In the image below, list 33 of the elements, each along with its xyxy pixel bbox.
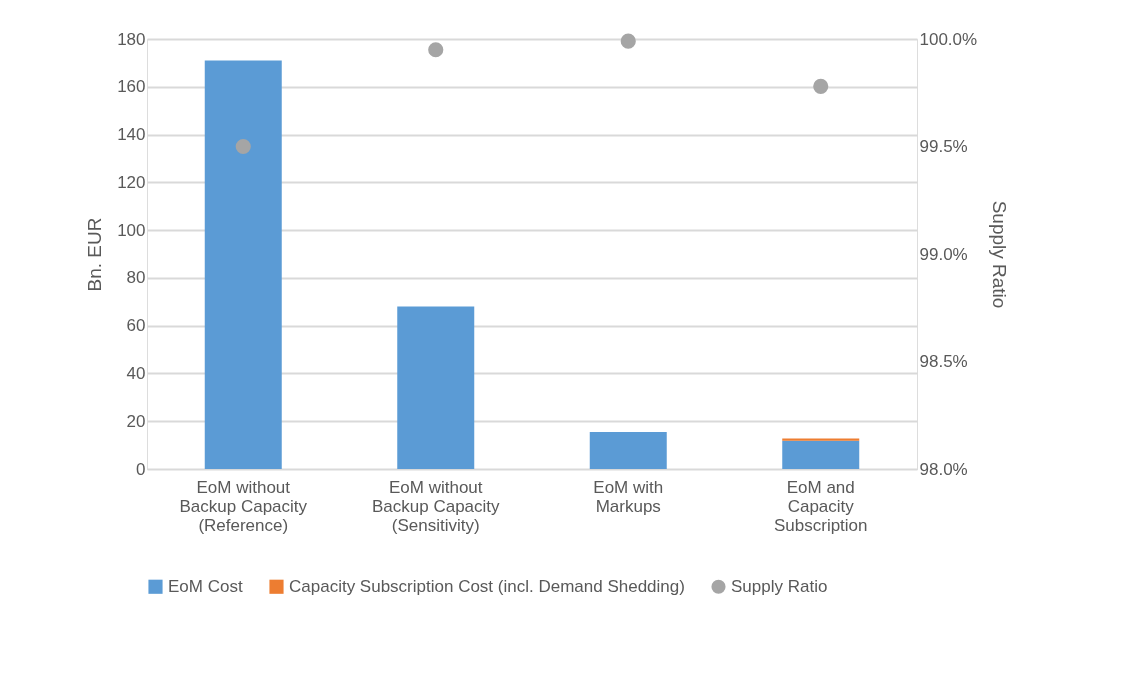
y-tick-label: 80: [126, 268, 146, 288]
x-tick-label: EoM without Backup Capacity (Reference): [179, 477, 308, 535]
bar: [782, 438, 860, 441]
x-tick-label: EoM with Markups: [593, 477, 664, 516]
y2-tick-label: 99.0%: [919, 244, 968, 264]
y2-tick-label: 98.5%: [919, 352, 968, 371]
point: [235, 138, 251, 155]
bar: [204, 60, 282, 469]
y2-tick-label: 99.5%: [919, 137, 968, 156]
y2-tick-label: 100.0%: [919, 29, 978, 49]
bar: [782, 440, 860, 469]
bar: [397, 306, 475, 469]
y2-tick-label: 98.0%: [919, 459, 968, 479]
legend-label: Supply Ratio: [731, 576, 828, 596]
y2-axis-title: Supply Ratio: [989, 200, 1011, 309]
y-tick-label: 60: [126, 316, 146, 336]
y-tick-label: 20: [126, 411, 146, 431]
x-tick-label: EoM and Capacity Subscription: [773, 477, 868, 535]
y-tick-label: 160: [117, 77, 146, 97]
y-tick-label: 140: [117, 125, 146, 145]
y-tick-label: 0: [136, 459, 146, 479]
point: [813, 78, 829, 94]
y-tick-label: 120: [117, 172, 146, 192]
y-tick-label: 100: [117, 220, 146, 240]
legend-label: EoM Cost: [168, 576, 243, 596]
point: [620, 33, 636, 49]
y-axis-title: Bn. EUR: [84, 217, 106, 292]
point: [428, 42, 444, 58]
y-tick-label: 180: [117, 29, 146, 49]
x-tick-label: EoM without Backup Capacity (Sensitivity): [371, 477, 501, 535]
bar: [589, 431, 667, 469]
legend-label: Capacity Subscription Cost (incl. Demand Shedding): [289, 576, 685, 596]
y-tick-label: 40: [126, 363, 146, 383]
